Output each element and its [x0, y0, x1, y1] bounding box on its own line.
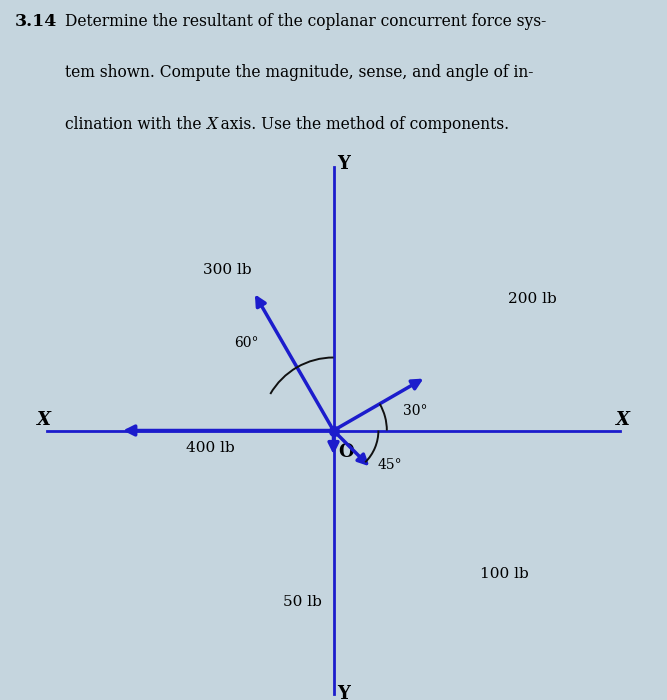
- Text: clination with the     axis. Use the method of components.: clination with the axis. Use the method …: [65, 116, 510, 133]
- Text: 50 lb: 50 lb: [283, 595, 322, 609]
- Text: Determine the resultant of the coplanar concurrent force sys-: Determine the resultant of the coplanar …: [65, 13, 547, 30]
- Text: X: X: [207, 116, 217, 133]
- Text: X: X: [37, 412, 51, 429]
- Text: Y: Y: [338, 155, 350, 173]
- Text: Y: Y: [338, 685, 350, 700]
- Text: 100 lb: 100 lb: [480, 567, 529, 581]
- Text: O: O: [338, 443, 354, 461]
- Text: 300 lb: 300 lb: [203, 263, 251, 277]
- Text: 400 lb: 400 lb: [185, 442, 234, 456]
- Text: tem shown. Compute the magnitude, sense, and angle of in-: tem shown. Compute the magnitude, sense,…: [65, 64, 534, 81]
- Text: 200 lb: 200 lb: [508, 292, 557, 306]
- Text: 60°: 60°: [234, 337, 259, 351]
- Text: X: X: [616, 412, 630, 429]
- Text: 3.14: 3.14: [15, 13, 57, 30]
- Text: 45°: 45°: [378, 458, 402, 472]
- Text: 30°: 30°: [403, 404, 427, 418]
